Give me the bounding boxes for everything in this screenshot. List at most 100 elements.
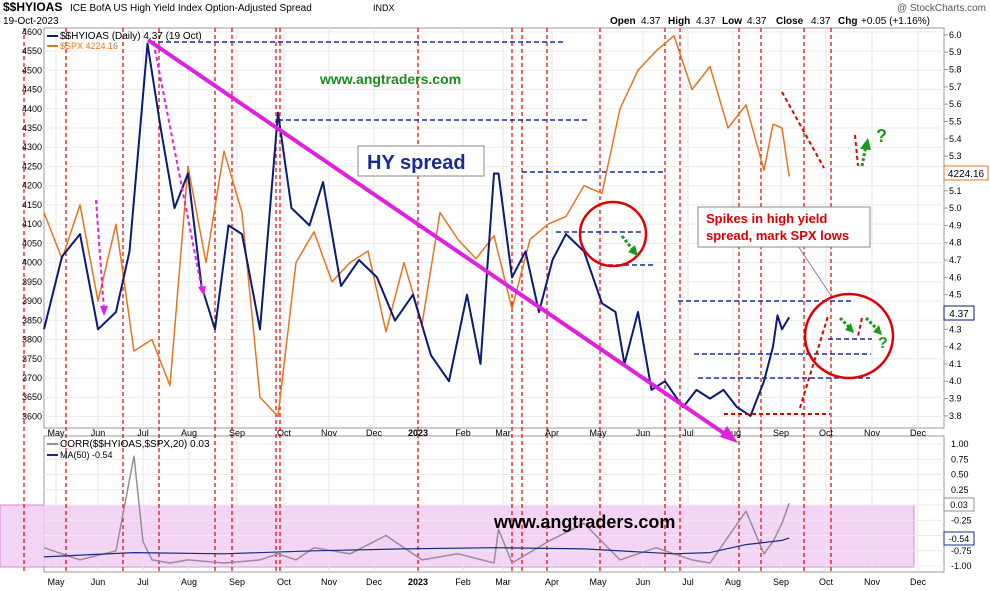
right-tick-label: 5.0 — [949, 203, 962, 213]
x-tick-label-lower: Jun — [636, 577, 651, 587]
left-tick-label: 4200 — [22, 181, 42, 191]
legend-ma: MA(50) -0.54 — [60, 450, 113, 460]
x-tick-label: Nov — [321, 428, 338, 438]
open-value: 4.37 — [641, 16, 661, 27]
right-tick-label: 5.4 — [949, 134, 962, 144]
green-arrowhead-oct — [845, 323, 854, 333]
x-tick-label-lower: Aug — [181, 577, 197, 587]
left-tick-label: 4000 — [22, 258, 42, 268]
left-tick-label: 4050 — [22, 238, 42, 248]
red-vertical-markers — [23, 28, 832, 572]
brand-label: @ StockCharts.com — [897, 3, 986, 14]
hy-last-badge-bg — [943, 305, 975, 321]
red-dashed-hy-oct — [857, 317, 863, 337]
left-tick-label: 4600 — [22, 27, 42, 37]
red-circle-may — [578, 200, 648, 268]
ma-last-badge-bg — [943, 531, 975, 546]
legend-lower: CORR($$HYIOAS,$SPX,20) 0.03 MA(50) -0.54 — [47, 439, 210, 460]
x-tick-label: Aug — [725, 428, 741, 438]
right-tick-label: 3.9 — [949, 394, 962, 404]
red-circle-oct — [803, 292, 895, 380]
x-tick-label-lower: Oct — [277, 577, 292, 587]
right-tick-label: 4.9 — [949, 220, 962, 230]
close-value: 4.37 — [811, 16, 831, 27]
high-label: High — [668, 16, 690, 27]
left-tick-label: 3650 — [22, 392, 42, 402]
x-tick-label-lower: May — [47, 577, 65, 587]
right-tick-label: 4.8 — [949, 238, 962, 248]
magenta-trendline — [146, 38, 727, 436]
left-tick-label: 4300 — [22, 142, 42, 152]
symbol-title: $$HYIOAS — [3, 0, 62, 14]
lower-tick-label: 0.75 — [951, 454, 969, 464]
question-mark-top: ? — [876, 126, 887, 146]
right-tick-label: 5.9 — [949, 47, 962, 57]
chg-label: Chg — [838, 16, 857, 27]
x-tick-label: Feb — [455, 428, 471, 438]
x-tick-label: Oct — [819, 428, 834, 438]
series-line-corr-hyioas-spx-20- — [43, 455, 790, 564]
lower-tick-label: -1.00 — [951, 561, 972, 571]
left-tick-label: 3750 — [22, 354, 42, 364]
green-arrowhead-may — [628, 245, 638, 256]
x-tick-label: May — [589, 428, 607, 438]
x-tick-label-lower: Jul — [137, 577, 149, 587]
symbol-description: ICE BofA US High Yield Index Option-Adju… — [70, 3, 312, 14]
x-tick-label: Jul — [682, 428, 694, 438]
lower-tick-label: 1.00 — [951, 439, 969, 449]
magenta-dashed-arrow-2 — [154, 49, 203, 291]
watermark-top: www.angtraders.com — [319, 71, 461, 87]
right-tick-label: 4.7 — [949, 255, 962, 265]
chg-value: +0.05 (+1.16%) — [861, 16, 930, 27]
x-tick-label: May — [47, 428, 65, 438]
right-tick-label: 4.5 — [949, 290, 962, 300]
series-line--spx — [43, 34, 790, 418]
left-tick-label: 4400 — [22, 104, 42, 114]
left-tick-label: 4100 — [22, 219, 42, 229]
right-tick-label: 6.0 — [949, 30, 962, 40]
high-value: 4.37 — [696, 16, 716, 27]
question-mark-bottom: ? — [878, 335, 888, 352]
hy-last-badge: 4.37 — [949, 309, 969, 320]
spx-last-badge: 4224.16 — [948, 169, 985, 180]
left-tick-label: 4250 — [22, 161, 42, 171]
x-tick-label: Jun — [636, 428, 651, 438]
x-tick-label-lower: Apr — [545, 577, 559, 587]
x-tick-label: Apr — [545, 428, 559, 438]
close-label: Close — [776, 16, 804, 27]
left-tick-label: 3700 — [22, 373, 42, 383]
x-tick-label-lower: Nov — [321, 577, 338, 587]
right-tick-label: 5.5 — [949, 117, 962, 127]
x-tick-label: 2023 — [408, 428, 428, 438]
callout-box — [697, 206, 871, 248]
hy-spread-box — [357, 145, 485, 177]
lower-tick-label: 0.50 — [951, 470, 969, 480]
green-arrowhead-oct2 — [873, 325, 882, 335]
x-tick-label-lower: May — [589, 577, 607, 587]
series-line--hyioas-daily- — [43, 42, 791, 417]
right-tick-label: 4.2 — [949, 342, 962, 352]
red-dashed-down-spx — [781, 91, 825, 169]
x-tick-label: Nov — [864, 428, 881, 438]
hy-spread-label: HY spread — [367, 152, 466, 174]
x-tick-label-lower: Dec — [910, 577, 927, 587]
x-tick-label-lower: Aug — [725, 577, 741, 587]
x-tick-label: Sep — [773, 428, 789, 438]
x-axis-ticks-lower: May Jun Jul Aug Sep Oct Nov Dec 2023 Feb Mar Apr May… — [47, 577, 926, 587]
left-tick-label: 4550 — [22, 46, 42, 56]
legend-main: $$HYIOAS (Daily) 4.37 (19 Oct) $SPX 4224… — [47, 31, 202, 51]
left-tick-label: 4500 — [22, 65, 42, 75]
legend-corr: CORR($$HYIOAS,$SPX,20) 0.03 — [60, 439, 210, 450]
right-tick-label: 4.3 — [949, 324, 962, 334]
right-tick-label: 3.8 — [949, 411, 962, 421]
red-dashed-up-hy — [799, 315, 829, 409]
x-tick-label: Jun — [91, 428, 106, 438]
left-tick-label: 3850 — [22, 315, 42, 325]
green-dashed-arrow-oct2 — [864, 316, 880, 332]
lower-tick-label: -0.75 — [951, 546, 972, 556]
x-tick-label-lower: Sep — [773, 577, 789, 587]
x-tick-label: Oct — [277, 428, 292, 438]
x-tick-label: Mar — [495, 428, 511, 438]
right-axis-ticks: 6.05.95.85.75.65.55.45.35.25.15.04.94.84… — [944, 30, 962, 421]
x-tick-label-lower: Nov — [864, 577, 881, 587]
